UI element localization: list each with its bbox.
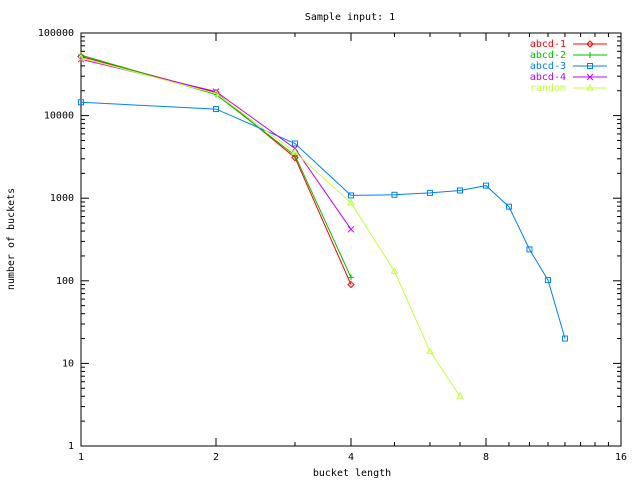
y-tick-label: 100 [56, 276, 74, 287]
series-layer [77, 52, 568, 399]
y-tick-label: 10 [62, 358, 74, 369]
x-axis-label: bucket length [313, 468, 391, 479]
data-point [347, 280, 355, 289]
series-line [80, 54, 352, 278]
data-point [291, 152, 298, 159]
data-point [291, 153, 299, 162]
legend-label: abcd-1 [530, 39, 566, 50]
data-point [505, 203, 512, 210]
legend-item: abcd-1 [530, 39, 607, 50]
legend-item: abcd-2 [530, 50, 607, 61]
data-point [291, 148, 299, 155]
y-axis: 1 10 100 1000 10000 100000 [38, 28, 621, 452]
y-tick-label: 100000 [38, 28, 74, 39]
data-point [212, 89, 220, 97]
data-point [348, 192, 354, 199]
data-point [391, 191, 398, 198]
legend-label: abcd-4 [530, 72, 566, 83]
data-point [426, 189, 433, 196]
legend-item: abcd-3 [530, 61, 607, 72]
series-abcd-4 [77, 55, 355, 233]
legend-marker [587, 52, 593, 58]
legend-label: abcd-3 [530, 61, 566, 72]
data-point [291, 140, 298, 147]
plot-frame [80, 32, 622, 447]
data-point [456, 187, 463, 194]
series-line [80, 58, 352, 230]
legend-item: random [530, 83, 607, 94]
y-axis-label: number of buckets [6, 188, 17, 290]
legend-label: abcd-2 [530, 50, 566, 61]
x-tick-label: 1 [78, 452, 84, 463]
series-line [80, 57, 461, 397]
y-tick-label: 1 [68, 441, 74, 452]
x-tick-label: 16 [615, 452, 627, 463]
x-axis: 1 2 4 8 16 [78, 33, 627, 463]
series-abcd-1 [77, 52, 355, 289]
legend-marker [587, 63, 593, 69]
x-tick-label: 2 [213, 452, 219, 463]
data-point [526, 246, 533, 253]
data-point [390, 267, 399, 274]
data-point [347, 198, 355, 206]
data-point [426, 347, 434, 354]
data-point [456, 392, 464, 399]
data-point [348, 274, 354, 281]
series-random [77, 53, 464, 399]
data-point [545, 277, 552, 284]
x-tick-label: 8 [483, 452, 489, 463]
data-point [347, 225, 355, 233]
data-point [78, 99, 84, 106]
x-tick-label: 4 [348, 452, 354, 463]
legend-item: abcd-4 [530, 72, 607, 83]
data-point [483, 182, 489, 189]
legend-marker [586, 73, 594, 81]
series-abcd-3 [78, 99, 568, 342]
legend-marker [586, 40, 594, 48]
y-tick-label: 10000 [44, 111, 74, 122]
data-point [213, 106, 219, 113]
series-line [80, 101, 566, 339]
series-abcd-2 [78, 52, 354, 281]
chart-title: Sample input: 1 [305, 12, 395, 23]
data-point [561, 335, 568, 342]
legend-marker [586, 84, 594, 91]
data-point [77, 53, 85, 61]
y-tick-label: 1000 [50, 193, 74, 204]
legend-label: random [530, 83, 566, 94]
